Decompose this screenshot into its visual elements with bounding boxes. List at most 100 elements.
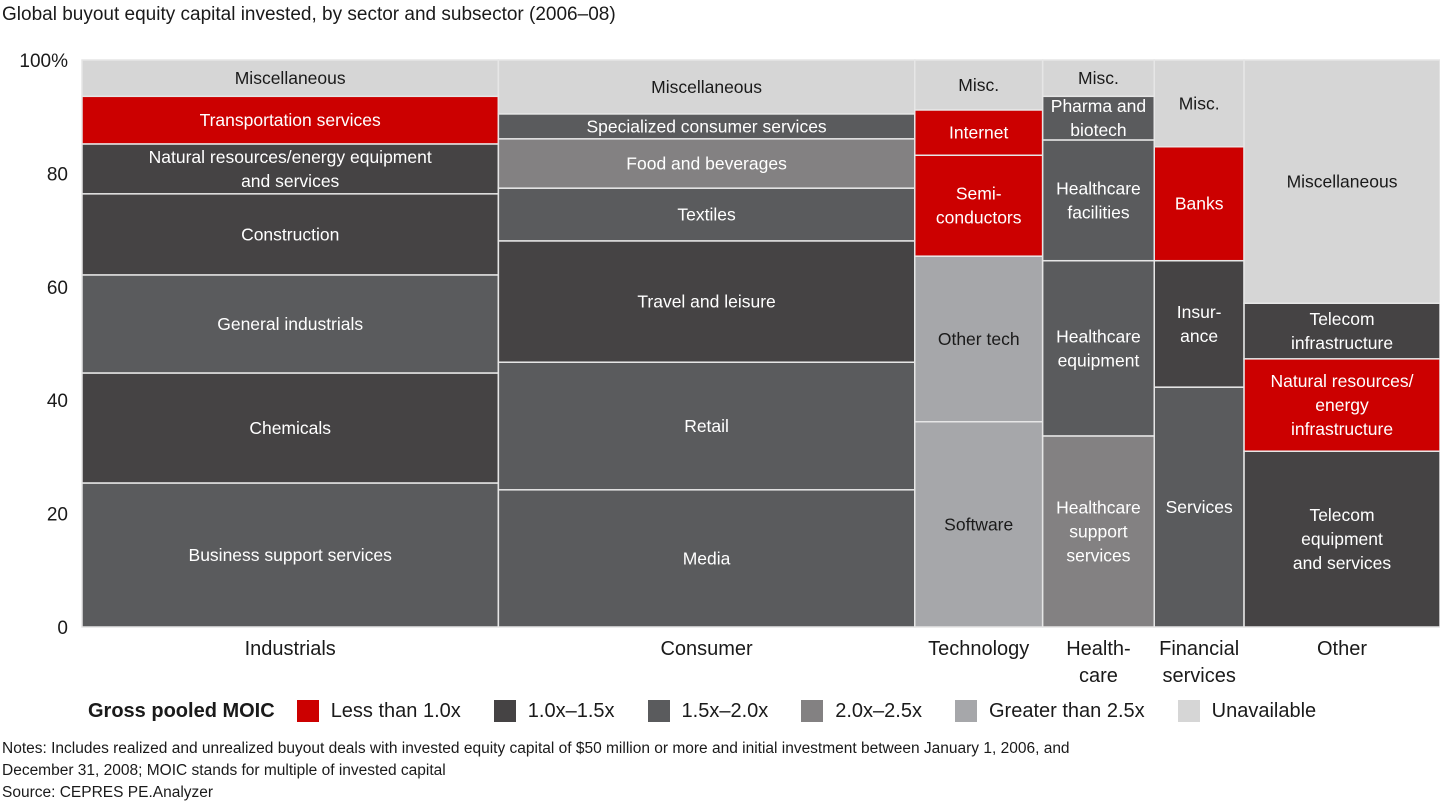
segment-label: Natural resources/energy infrastructure	[1271, 371, 1414, 439]
segment-label: Misc.	[1179, 93, 1220, 113]
legend: Gross pooled MOIC Less than 1.0x 1.0x–1.5…	[88, 698, 1349, 724]
segment-label: Construction	[241, 224, 339, 244]
segment-label: Natural resources/energy equipment and se…	[149, 147, 432, 191]
segment-label: Retail	[684, 416, 729, 436]
sector-column-healthcare: Healthcare support services Healthcare equip…	[1041, 59, 1155, 628]
source-line: Source: CEPRES PE.Analyzer	[2, 784, 214, 801]
y-tick-label: 20	[47, 505, 68, 526]
segment-label: Textiles	[677, 205, 736, 225]
marimekko-chart: 0 20 40 60 80 100% Business support services C…	[19, 51, 1440, 687]
segment-bar	[1041, 259, 1155, 437]
segment-bar	[497, 240, 916, 363]
segment-label: Specialized consumer services	[586, 116, 826, 136]
chart-title: Global buyout equity capital invested, b…	[2, 4, 616, 25]
segment-label: Telecom equipment and services	[1293, 505, 1391, 573]
y-tick-label: 60	[47, 278, 68, 299]
segment-bar	[1153, 259, 1245, 388]
sector-column-industrials: Business support services Chemicals Genera…	[81, 59, 500, 628]
segment-bar	[914, 59, 1044, 111]
segment-label: Other tech	[938, 329, 1020, 349]
segment-label: Travel and leisure	[637, 292, 775, 312]
segment-bar	[1041, 139, 1155, 262]
x-category-label: Other	[1317, 638, 1367, 660]
segment-label: Healthcare support services	[1056, 497, 1141, 565]
segment-bar	[1243, 302, 1440, 360]
segment-label: Media	[683, 548, 731, 568]
y-axis: 0 20 40 60 80 100%	[19, 51, 68, 639]
y-tick-label: 40	[47, 391, 68, 412]
legend-swatch	[296, 700, 319, 722]
x-category-label: Financial services	[1159, 638, 1239, 687]
legend-item: 2.0x–2.5x	[801, 700, 922, 723]
legend-item: 1.0x–1.5x	[493, 699, 615, 723]
x-axis: Industrials Consumer Technology Health-care…	[245, 638, 1368, 687]
legend-label: Greater than 2.5x	[988, 699, 1145, 722]
segment-label: Business support services	[189, 545, 393, 565]
segment-label: Internet	[949, 123, 1008, 143]
segment-bar	[81, 59, 500, 98]
plot-area: Business support services Chemicals Genera…	[81, 59, 1440, 628]
legend-item: Less than 1.0x	[296, 699, 461, 723]
segment-bar	[1243, 358, 1440, 452]
segment-bar	[914, 255, 1044, 423]
notes-line-1: Notes: Includes realized and unrealized …	[2, 740, 1070, 757]
sector-column-financial-services: Services Insur-ance Banks Misc.	[1153, 59, 1245, 628]
sector-column-other: Telecom equipment and services Natural reso…	[1243, 59, 1440, 628]
segment-bar	[1153, 146, 1245, 262]
legend-label: Unavailable	[1211, 699, 1317, 722]
segment-bar	[1243, 450, 1440, 628]
segment-label: Telecom infrastructure	[1291, 309, 1393, 353]
segment-label: Misc.	[1078, 68, 1119, 88]
segment-bar	[1153, 59, 1245, 148]
segment-label: Transportation services	[200, 110, 381, 130]
legend-label: Less than 1.0x	[330, 699, 461, 722]
y-tick-label: 100%	[19, 51, 68, 72]
legend-item: 1.5x–2.0x	[647, 699, 769, 723]
legend-swatch	[493, 700, 516, 722]
segment-bar	[1243, 59, 1440, 304]
segment-bar	[1153, 386, 1245, 628]
segment-label: Semi-conductors	[936, 184, 1022, 228]
legend-swatch	[647, 700, 670, 722]
segment-bar	[497, 113, 916, 140]
notes-line-2: December 31, 2008; MOIC stands for multi…	[2, 762, 446, 779]
legend-label: 1.5x–2.0x	[681, 699, 769, 722]
segment-bar	[914, 154, 1044, 257]
segment-bar	[497, 361, 916, 491]
segment-bar	[81, 372, 500, 484]
x-category-label: Consumer	[660, 638, 753, 660]
segment-bar	[1041, 95, 1155, 141]
segment-label: General industrials	[217, 314, 363, 334]
legend-swatch	[1177, 700, 1200, 722]
segment-label: Miscellaneous	[235, 68, 346, 88]
legend-label: 1.0x–1.5x	[527, 699, 615, 722]
segment-label: Chemicals	[249, 418, 331, 438]
segment-label: Insur-ance	[1177, 302, 1222, 346]
x-category-label: Technology	[928, 638, 1029, 660]
legend-swatch	[954, 700, 977, 722]
segment-label: Healthcare facilities	[1056, 178, 1141, 222]
legend-label: 2.0x–2.5x	[835, 699, 922, 722]
segment-bar	[497, 187, 916, 242]
notes: Notes: Includes realized and unrealized …	[2, 738, 1432, 804]
sector-column-consumer: Media Retail Travel and leisure Textiles Foo…	[497, 59, 916, 628]
x-category-label: Industrials	[245, 638, 336, 660]
x-category-label: Health-care	[1066, 638, 1130, 687]
legend-item: Greater than 2.5x	[954, 699, 1145, 723]
segment-label: Banks	[1175, 194, 1224, 214]
segment-label: Misc.	[958, 75, 999, 95]
y-tick-label: 80	[47, 164, 68, 185]
segment-label: Food and beverages	[626, 153, 787, 173]
segment-bar	[914, 109, 1044, 157]
segment-label: Services	[1166, 497, 1233, 517]
legend-title: Gross pooled MOIC	[88, 699, 275, 722]
sector-column-technology: Software Other tech Semi-conductors Interne…	[914, 59, 1044, 628]
legend-item: Unavailable	[1177, 699, 1317, 723]
segment-bar	[914, 420, 1044, 628]
segment-label: Miscellaneous	[1287, 172, 1398, 192]
segment-bar	[1041, 435, 1155, 628]
segment-label: Miscellaneous	[651, 77, 762, 97]
segment-label: Healthcare equipment	[1056, 326, 1141, 370]
segment-label: Pharma and biotech	[1051, 96, 1146, 140]
legend-swatch	[801, 700, 824, 722]
